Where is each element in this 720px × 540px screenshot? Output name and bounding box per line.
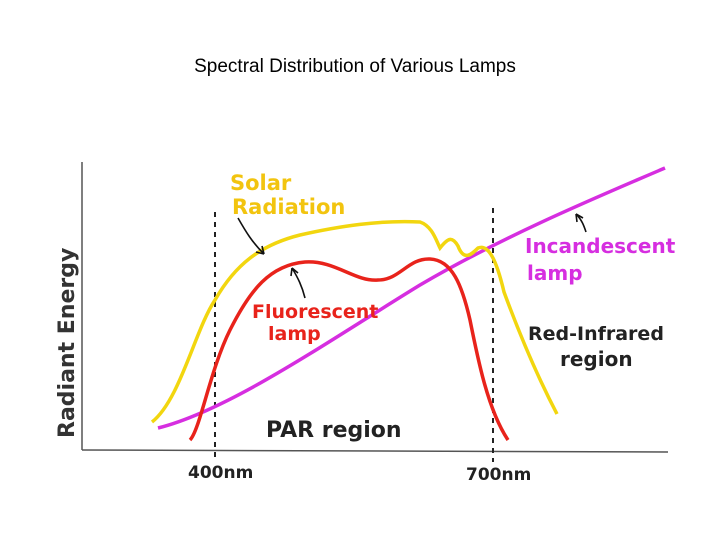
fluorescent-label-line-2: lamp bbox=[268, 323, 321, 345]
x-axis bbox=[81, 449, 669, 453]
solar-label-line-2: Radiation bbox=[232, 195, 345, 219]
incandescent-label-line-2: lamp bbox=[527, 261, 583, 285]
series-line-fluorescent bbox=[188, 257, 510, 442]
solar-label-line-1: Solar bbox=[230, 171, 292, 195]
fluorescent-pointer-arrow bbox=[290, 267, 306, 299]
y-axis-label: Radiant Energy bbox=[55, 248, 80, 438]
tick-label-400nm: 400nm bbox=[188, 463, 253, 483]
red-infrared-label-line-2: region bbox=[560, 347, 633, 371]
tick-label-700nm: 700nm bbox=[466, 465, 531, 485]
solar-pointer-arrow bbox=[237, 217, 265, 255]
red-infrared-label-line-1: Red-Infrared bbox=[528, 323, 664, 345]
incandescent-label-line-1: Incandescent bbox=[525, 234, 676, 258]
series-line-incandescent bbox=[157, 166, 666, 430]
incandescent-pointer-arrow bbox=[575, 213, 587, 233]
page-title: Spectral Distribution of Various Lamps bbox=[194, 56, 516, 77]
fluorescent-label-line-1: Fluorescent bbox=[252, 301, 378, 323]
par-region-label: PAR region bbox=[266, 418, 402, 443]
series-line-solar bbox=[150, 219, 559, 424]
